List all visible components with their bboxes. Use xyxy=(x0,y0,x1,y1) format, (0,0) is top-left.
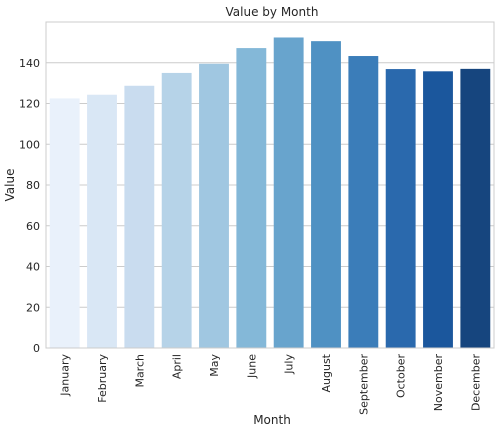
x-tick-label: October xyxy=(395,354,408,398)
y-tick-labels: 0 20 40 60 80 100 120 140 xyxy=(19,57,40,355)
bar-january xyxy=(49,98,80,348)
bar-april xyxy=(161,72,192,348)
y-tick-label: 0 xyxy=(33,342,40,355)
x-axis-label: Month xyxy=(253,413,291,427)
x-tick-label: March xyxy=(133,354,146,388)
y-tick-label: 80 xyxy=(26,179,40,192)
x-tick-label: May xyxy=(208,354,221,377)
bar-december xyxy=(460,68,491,349)
x-tick-label: July xyxy=(283,354,296,375)
bar-october xyxy=(385,69,416,348)
x-tick-label: June xyxy=(245,354,258,379)
y-tick-label: 140 xyxy=(19,57,40,70)
x-tick-label: April xyxy=(171,354,184,379)
y-tick-label: 20 xyxy=(26,301,40,314)
bar-march xyxy=(124,85,155,349)
x-tick-label: January xyxy=(59,354,72,397)
y-tick-label: 120 xyxy=(19,98,40,111)
bar-august xyxy=(311,41,341,349)
x-tick-label: November xyxy=(432,354,445,412)
x-tick-label: September xyxy=(357,354,370,415)
bar-june xyxy=(236,48,267,348)
y-tick-label: 100 xyxy=(19,138,40,151)
y-axis-label: Value xyxy=(3,169,17,202)
bar-february xyxy=(87,94,117,349)
x-tick-label: February xyxy=(96,354,109,403)
bar-september xyxy=(348,56,379,349)
x-tick-label: August xyxy=(320,353,333,392)
x-tick-label: December xyxy=(469,354,482,412)
bar-november xyxy=(423,71,453,349)
bars xyxy=(49,37,491,349)
y-tick-label: 40 xyxy=(26,261,40,274)
x-tick-labels: January February March April May June July Augu… xyxy=(59,353,483,414)
bar-july xyxy=(273,37,304,349)
y-tick-label: 60 xyxy=(26,220,40,233)
chart-title: Value by Month xyxy=(226,5,319,19)
bar-may xyxy=(199,63,229,349)
plot-frame xyxy=(45,21,495,349)
